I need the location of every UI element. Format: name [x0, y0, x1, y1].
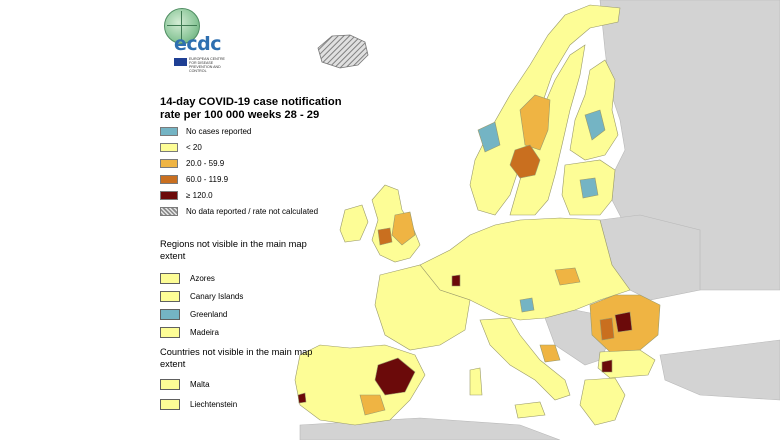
central-europe-region: [419, 217, 631, 321]
sicily-region: [514, 401, 546, 419]
inset-label: Madeira: [190, 328, 219, 337]
ireland-region: [339, 204, 369, 243]
greece-region: [579, 377, 626, 426]
countries-section-title: Countries not visible in the main map ex…: [160, 347, 313, 369]
romania-dark-region: [614, 311, 633, 333]
legend-swatch: [160, 175, 178, 184]
sardinia-region: [469, 367, 483, 396]
baltics-teal-region: [579, 177, 599, 199]
italy-orange-region: [539, 344, 561, 363]
uk-orange-region: [391, 211, 416, 246]
country-inset-item: Malta: [160, 376, 310, 392]
inset-label: Canary Islands: [190, 292, 244, 301]
hungary-orange-region: [554, 267, 581, 286]
turkey-non-eu-area: [659, 339, 780, 401]
sweden-dark-orange-region: [509, 144, 541, 179]
inset-swatch: [160, 379, 180, 390]
legend-label: 20.0 - 59.9: [186, 159, 225, 168]
legend-label: No cases reported: [186, 127, 252, 136]
finland-teal-region: [584, 109, 606, 141]
regions-section-title: Regions not visible in the main map exte…: [160, 239, 307, 261]
norway-teal-region: [477, 121, 501, 153]
inset-swatch: [160, 273, 180, 284]
iberia-orange-region: [359, 394, 386, 416]
bulgaria-dark-region: [601, 359, 613, 373]
eu-flag-icon: [174, 58, 187, 66]
inset-swatch: [160, 291, 180, 302]
romania-darkorange-region: [599, 317, 615, 341]
inset-label: Azores: [190, 274, 215, 283]
region-inset-item: Madeira: [160, 324, 310, 340]
italy-region: [479, 317, 571, 401]
inset-swatch: [160, 309, 180, 320]
legend-label: < 20: [186, 143, 202, 152]
ecdc-logo: ecdc EUROPEAN CENTRE FOR DISEASE PREVENT…: [160, 6, 240, 73]
map-title: 14-day COVID-19 case notification rate p…: [160, 96, 342, 121]
central-teal-region: [519, 297, 535, 313]
legend-label: No data reported / rate not calculated: [186, 207, 319, 216]
globe-icon: [164, 8, 200, 44]
east-spain-region: [374, 357, 416, 396]
finland-region: [569, 59, 619, 161]
logo-subtitle: EUROPEAN CENTRE FOR DISEASE PREVENTION A…: [189, 57, 225, 73]
region-inset-item: Greenland: [160, 306, 310, 322]
inset-swatch: [160, 399, 180, 410]
inset-label: Malta: [190, 380, 210, 389]
logo-wordmark: ecdc: [174, 33, 222, 55]
region-inset-item: Canary Islands: [160, 288, 310, 304]
sweden-orange-region: [519, 94, 551, 151]
inset-label: Greenland: [190, 310, 228, 319]
lisbon-region: [297, 392, 307, 404]
inset-swatch: [160, 327, 180, 338]
luxembourg-region: [451, 274, 461, 287]
legend-swatch: [160, 159, 178, 168]
inset-label: Liechtenstein: [190, 400, 238, 409]
uk-dark-orange-region: [377, 227, 393, 246]
france-region: [374, 264, 471, 351]
legend-swatch: [160, 191, 178, 200]
country-inset-item: Liechtenstein: [160, 396, 310, 412]
legend-swatch: [160, 207, 178, 216]
legend-label: ≥ 120.0: [186, 191, 213, 200]
legend-label: 60.0 - 119.9: [186, 175, 229, 184]
legend-swatch: [160, 143, 178, 152]
iceland-region: [317, 34, 369, 69]
region-inset-item: Azores: [160, 270, 310, 286]
legend-swatch: [160, 127, 178, 136]
